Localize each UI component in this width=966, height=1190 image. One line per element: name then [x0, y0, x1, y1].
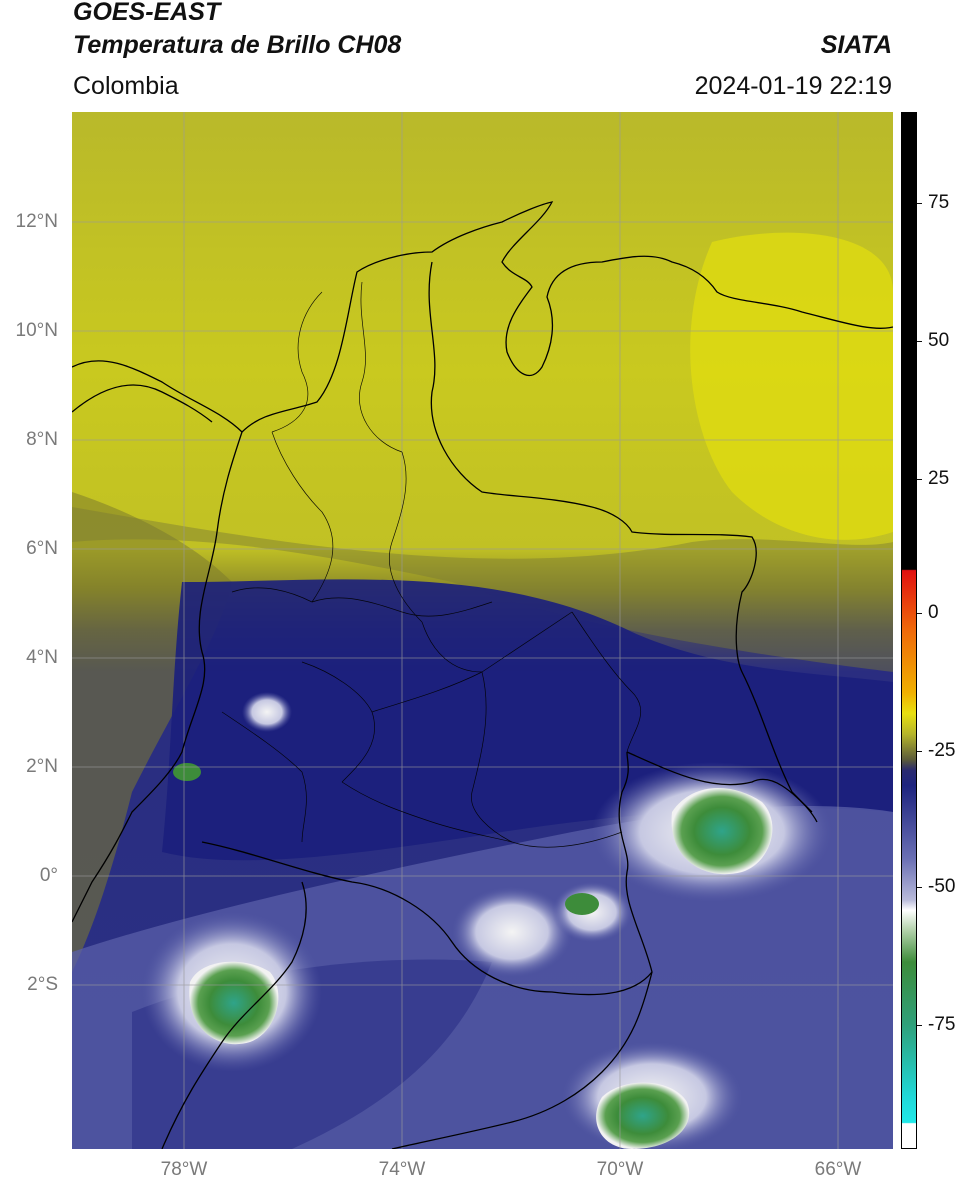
temperature-colorbar: [901, 112, 917, 1149]
lat-label-6n: 6°N: [26, 538, 58, 559]
colorbar-tick-m75: -75: [928, 1014, 956, 1035]
lon-label-74w: 74°W: [378, 1159, 426, 1180]
satellite-title: GOES-EAST: [73, 0, 221, 26]
lon-label-66w: 66°W: [814, 1159, 862, 1180]
colorbar-tick-m25: -25: [928, 740, 956, 761]
colorbar-tick-0: 0: [928, 602, 939, 623]
datetime-label: 2024-01-19 22:19: [694, 72, 892, 100]
lat-label-8n: 8°N: [26, 429, 58, 450]
lat-label-0: 0°: [39, 865, 58, 886]
colorbar-tick-25: 25: [928, 468, 950, 489]
region-label: Colombia: [73, 72, 179, 100]
lat-label-10n: 10°N: [15, 320, 58, 341]
lat-label-4n: 4°N: [26, 647, 58, 668]
colorbar-tick-75: 75: [928, 192, 950, 213]
product-title: Temperatura de Brillo CH08: [73, 31, 402, 59]
colorbar-tick-50: 50: [928, 330, 950, 351]
lon-label-70w: 70°W: [596, 1159, 644, 1180]
lat-label-2n: 2°N: [26, 756, 58, 777]
org-label: SIATA: [820, 31, 892, 59]
lat-label-12n: 12°N: [15, 211, 58, 232]
colorbar-tick-m50: -50: [928, 876, 956, 897]
brightness-temperature-map: [72, 112, 893, 1149]
lon-label-78w: 78°W: [160, 1159, 208, 1180]
lat-label-2s: 2°S: [27, 974, 58, 995]
